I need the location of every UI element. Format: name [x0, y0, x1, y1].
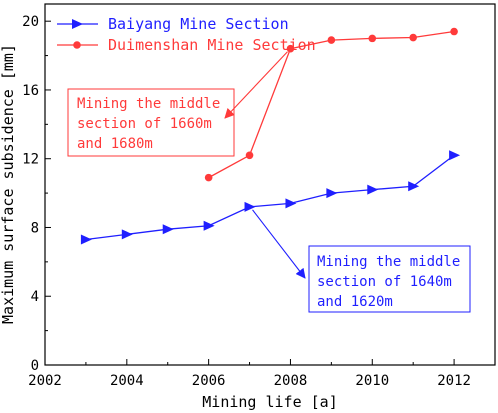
series-line — [85, 154, 455, 241]
annotation-arrow — [252, 209, 306, 279]
x-axis-label: Mining life [a] — [202, 393, 337, 411]
y-tick-label: 0 — [31, 358, 39, 374]
y-axis-ticks: 0 4 8 12 16 20 — [22, 14, 51, 374]
annotation-text: section of 1660m — [77, 116, 212, 132]
x-tick-label: 2002 — [28, 373, 62, 389]
x-tick-label: 2008 — [274, 373, 308, 389]
annotation-text: and 1680m — [77, 136, 153, 152]
data-point — [327, 36, 336, 44]
y-tick-label: 20 — [22, 14, 39, 30]
series-baiyang — [80, 150, 461, 245]
annotation-text: section of 1640m — [317, 274, 452, 290]
data-point — [326, 188, 338, 199]
data-point — [368, 34, 377, 43]
y-tick-label: 4 — [31, 289, 39, 305]
annotation-text: Mining the middle — [317, 254, 460, 270]
data-point — [245, 151, 254, 160]
y-tick-label: 8 — [31, 220, 39, 236]
annotation-box — [67, 88, 235, 157]
x-tick-label: 2010 — [355, 373, 389, 389]
annotation-text: and 1620m — [317, 294, 393, 310]
x-axis-ticks: 2002 2004 2006 2008 2010 2012 — [28, 359, 471, 389]
x-tick-label: 2004 — [110, 373, 144, 389]
annotation-duimenshan: Mining the middle section of 1660m and 168… — [67, 51, 288, 157]
legend: Baiyang Mine Section Duimenshan Mine Sect… — [57, 15, 316, 54]
annotation-baiyang: Mining the middle section of 1640m and 162… — [252, 209, 471, 313]
legend-entry: Duimenshan Mine Section — [108, 36, 316, 54]
data-point — [450, 27, 458, 36]
y-tick-label: 16 — [22, 83, 39, 99]
legend-entry: Baiyang Mine Section — [108, 15, 289, 33]
y-axis-label: Maximum surface subsidence [mm] — [0, 44, 17, 324]
data-point — [286, 44, 295, 53]
data-point — [285, 198, 297, 209]
series-layer — [80, 27, 461, 245]
annotation-box — [308, 245, 471, 313]
data-point — [203, 220, 215, 231]
data-point — [449, 150, 461, 161]
annotations-layer: Mining the middle section of 1660m and 168… — [67, 51, 471, 313]
plot-frame — [44, 3, 496, 366]
series-duimenshan — [204, 27, 458, 182]
data-point — [409, 33, 417, 42]
x-tick-label: 2012 — [437, 373, 471, 389]
data-point — [162, 224, 174, 235]
x-tick-label: 2006 — [192, 373, 226, 389]
data-point — [367, 184, 379, 195]
data-point — [80, 234, 92, 245]
legend-marker — [72, 19, 83, 29]
data-point — [244, 201, 256, 212]
y-tick-label: 12 — [22, 152, 39, 168]
data-point — [408, 181, 420, 192]
legend-marker — [73, 41, 81, 49]
data-point — [121, 229, 133, 240]
data-point — [204, 173, 213, 182]
annotation-arrow — [224, 51, 288, 119]
annotation-text: Mining the middle — [77, 96, 220, 112]
